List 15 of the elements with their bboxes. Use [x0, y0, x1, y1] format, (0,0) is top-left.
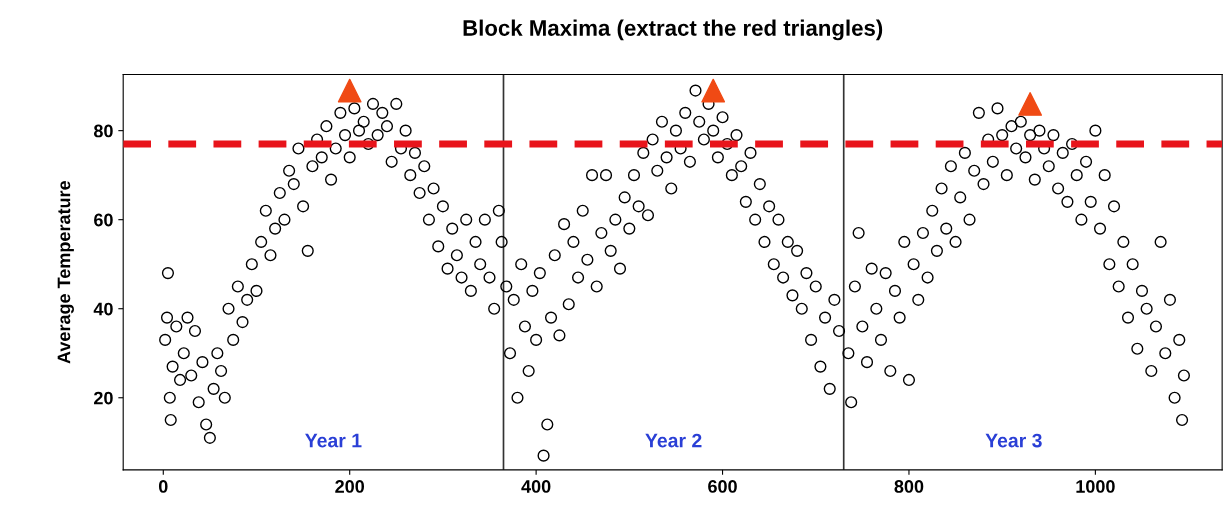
chart-title: Block Maxima (extract the red triangles) — [463, 19, 883, 41]
y-tick-label: 60 — [94, 213, 113, 227]
y-tick-label: 20 — [94, 391, 113, 405]
x-tick-label: 1000 — [1076, 480, 1115, 493]
y-axis-title: Average Temperature — [57, 181, 74, 364]
y-tick-label: 80 — [93, 124, 113, 138]
x-tick-label: 600 — [708, 480, 737, 493]
x-tick-label: 0 — [158, 480, 168, 493]
annotation: Year 3 — [985, 433, 1042, 448]
y-tick-label: 40 — [93, 302, 113, 316]
x-tick-label: 200 — [335, 480, 365, 493]
x-tick-label: 400 — [521, 480, 551, 493]
annotation: Year 1 — [305, 433, 362, 448]
x-tick-label: 800 — [894, 480, 924, 493]
annotation: Year 2 — [645, 433, 702, 448]
